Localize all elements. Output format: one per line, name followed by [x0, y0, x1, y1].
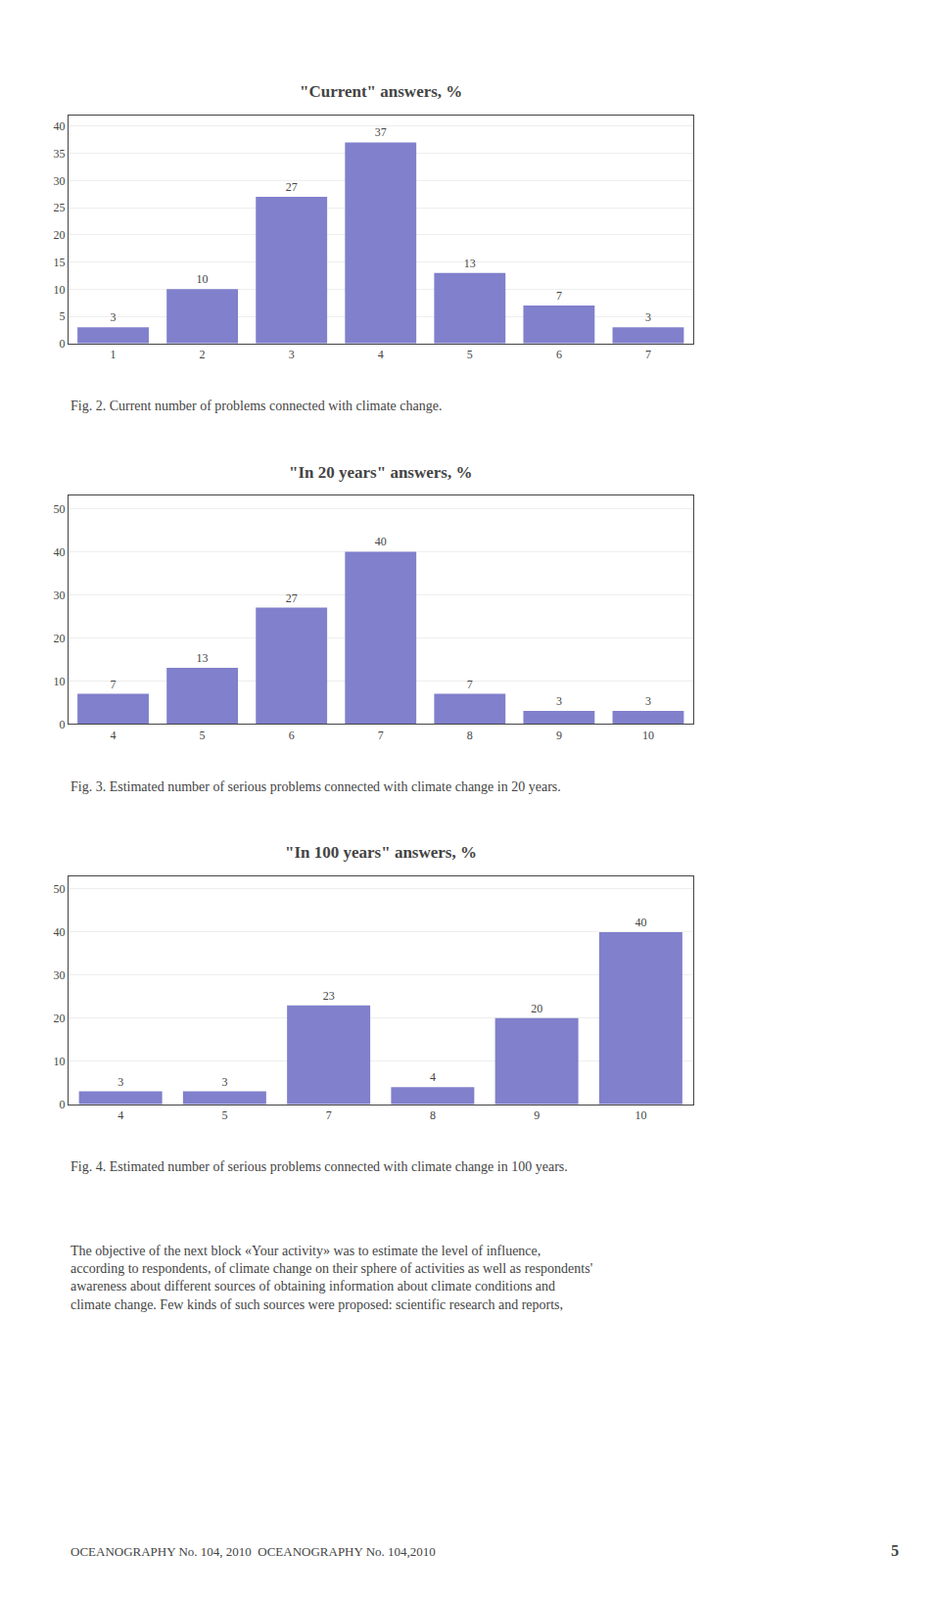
svg-text:10: 10	[642, 728, 655, 743]
svg-text:Fig. 2. Current number of prob: Fig. 2. Current number of problems conne…	[70, 398, 442, 414]
svg-text:37: 37	[375, 125, 387, 140]
svg-text:Fig. 4. Estimated number of se: Fig. 4. Estimated number of serious prob…	[70, 1159, 568, 1175]
svg-text:13: 13	[196, 651, 209, 665]
svg-text:7: 7	[110, 677, 117, 692]
svg-text:35: 35	[53, 146, 66, 161]
svg-text:6: 6	[288, 728, 295, 743]
svg-text:7: 7	[556, 288, 563, 303]
svg-text:0: 0	[59, 717, 66, 732]
svg-text:5: 5	[891, 1542, 899, 1559]
svg-text:"In 20 years" answers, %: "In 20 years" answers, %	[288, 463, 472, 482]
svg-text:5: 5	[467, 347, 473, 362]
svg-text:20: 20	[53, 631, 66, 646]
svg-text:"In 100 years" answers, %: "In 100 years" answers, %	[284, 843, 477, 862]
svg-text:50: 50	[53, 882, 66, 896]
svg-text:10: 10	[53, 1054, 66, 1069]
svg-text:8: 8	[429, 1108, 436, 1123]
svg-text:40: 40	[634, 915, 647, 930]
svg-text:23: 23	[323, 988, 335, 1003]
svg-text:5: 5	[221, 1108, 228, 1123]
svg-text:40: 40	[53, 925, 66, 940]
svg-text:10: 10	[53, 674, 66, 689]
svg-text:3: 3	[110, 310, 117, 325]
svg-text:9: 9	[533, 1108, 540, 1123]
svg-text:10: 10	[634, 1108, 647, 1123]
svg-text:20: 20	[53, 228, 66, 242]
svg-text:3: 3	[556, 694, 563, 708]
svg-text:13: 13	[464, 256, 476, 271]
svg-text:7: 7	[326, 1108, 332, 1123]
svg-text:40: 40	[375, 534, 387, 549]
svg-text:8: 8	[467, 728, 473, 743]
svg-text:20: 20	[53, 1011, 66, 1026]
svg-text:5: 5	[59, 309, 66, 324]
svg-text:4: 4	[117, 1108, 124, 1123]
svg-text:30: 30	[53, 588, 66, 603]
svg-text:10: 10	[53, 282, 66, 297]
svg-text:7: 7	[645, 347, 652, 362]
svg-text:9: 9	[556, 728, 563, 743]
svg-text:1: 1	[110, 347, 117, 362]
svg-text:40: 40	[53, 119, 66, 134]
svg-text:30: 30	[53, 968, 66, 983]
svg-text:Fig. 3. Estimated number of se: Fig. 3. Estimated number of serious prob…	[70, 779, 562, 795]
svg-text:3: 3	[288, 347, 295, 362]
svg-text:7: 7	[377, 728, 384, 743]
svg-text:30: 30	[53, 174, 66, 188]
svg-text:0: 0	[59, 336, 66, 351]
svg-text:"Current" answers, %: "Current" answers, %	[299, 82, 463, 101]
svg-text:3: 3	[645, 694, 652, 708]
svg-text:5: 5	[199, 728, 206, 743]
svg-text:4: 4	[429, 1070, 436, 1084]
svg-text:OCEANOGRAPHY No. 104, 2010 OC: OCEANOGRAPHY No. 104, 2010 OCEANOGRAPHY …	[70, 1544, 436, 1559]
svg-text:27: 27	[285, 180, 298, 194]
svg-text:25: 25	[53, 200, 66, 215]
svg-text:3: 3	[645, 310, 652, 325]
svg-text:2: 2	[199, 347, 206, 362]
svg-text:50: 50	[53, 502, 66, 517]
svg-text:4: 4	[377, 347, 384, 362]
svg-text:The objective of the next bloc: The objective of the next block «Your ac…	[70, 1243, 593, 1313]
svg-text:0: 0	[59, 1097, 66, 1112]
svg-text:7: 7	[467, 677, 473, 692]
svg-text:40: 40	[53, 545, 66, 560]
svg-text:3: 3	[221, 1075, 228, 1089]
svg-text:20: 20	[530, 1001, 543, 1016]
svg-text:27: 27	[285, 591, 298, 606]
svg-text:4: 4	[110, 728, 117, 743]
svg-text:10: 10	[196, 272, 209, 286]
svg-text:3: 3	[117, 1075, 124, 1089]
svg-text:6: 6	[556, 347, 563, 362]
svg-text:15: 15	[53, 255, 66, 270]
